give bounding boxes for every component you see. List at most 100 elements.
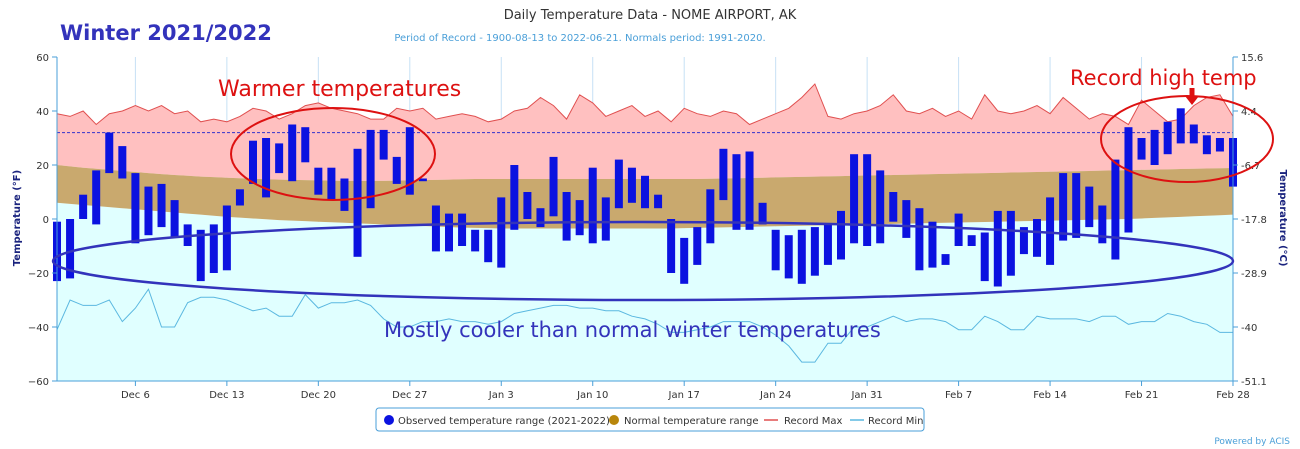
observed-bar [562,192,571,241]
observed-bar [1033,219,1041,257]
observed-bar [405,127,414,195]
observed-bar [209,224,218,273]
observed-bar [1019,227,1028,255]
observed-bar [392,156,401,184]
observed-bar [66,219,75,279]
legend-record-max-label: Record Max [784,416,842,427]
y-tick-label-left: 0 [43,215,49,226]
observed-bar [1189,124,1198,144]
observed-bar [484,229,493,263]
observed-bar [79,194,88,219]
x-tick-label: Feb 28 [1216,390,1250,401]
x-tick-label: Jan 31 [850,390,882,401]
winter-label: Winter 2021/2022 [60,21,272,45]
observed-bar [758,202,767,225]
y-axis-label-right: Temperature (°C) [1277,170,1288,267]
observed-bar [575,200,584,236]
y-tick-label-left: −60 [28,377,49,388]
legend-observed-label: Observed temperature range (2021-2022) [398,416,610,427]
observed-bar [497,197,506,268]
cooler-annotation: Mostly cooler than normal winter tempera… [384,318,881,342]
x-tick-label: Jan 10 [576,390,608,401]
x-tick-label: Dec 20 [301,390,336,401]
observed-bar [1137,138,1146,160]
observed-bar [196,229,205,282]
observed-bar [92,170,101,225]
observed-bar [667,219,676,273]
observed-bar [249,140,257,184]
warmer-highlight-ellipse [230,107,436,201]
observed-bar [471,229,480,252]
observed-bar [301,127,310,163]
observed-bar [1085,186,1094,228]
observed-bar [144,186,153,236]
observed-bar [458,213,467,246]
observed-bar [915,208,924,271]
x-tick-label: Dec 13 [209,390,244,401]
record-max-line [56,83,1234,126]
credit-text: Powered by ACIS [1214,437,1290,447]
below-normal-band [57,202,1233,363]
observed-bar [745,151,754,230]
observed-bar [431,205,440,252]
y-tick-label-left: −20 [28,269,49,280]
observed-bar [536,208,545,228]
observed-bar [876,170,885,244]
observed-bar [222,205,231,271]
observed-bar [1176,108,1185,144]
observed-bar [627,167,636,203]
observed-bar [379,129,388,160]
y-tick-label-left: −40 [28,323,49,334]
observed-bar [732,154,741,230]
observed-bar [1098,205,1107,244]
observed-bar [1163,121,1172,155]
observed-bar [1202,135,1211,155]
chart-title: Daily Temperature Data - NOME AIRPORT, A… [504,8,797,23]
y-tick-label-right: 15.6 [1241,53,1263,64]
legend-observed-marker [384,415,394,425]
observed-bar [1215,138,1224,152]
plot-area: 60 15.6 40 4.4 20 -6.7 0 -17.8 −20 -28.9 −40 -40 −60… [28,53,1267,401]
cooler-highlight-ellipse [51,220,1235,302]
observed-bar [941,254,950,265]
record-high-annotation: Record high temp [1070,66,1257,90]
y-tick-label-right: -28.9 [1241,269,1267,280]
x-tick-label: Dec 6 [121,390,150,401]
observed-bar [510,165,519,230]
legend-normal-label: Normal temperature range [624,416,758,427]
observed-bar [823,224,832,265]
observed-bar [654,194,663,209]
observed-bar [784,235,793,279]
observed-bar [810,227,819,276]
observed-bar [549,156,558,217]
x-tick-label: Jan 24 [759,390,791,401]
warmer-annotation: Warmer temperatures [218,77,461,102]
observed-bar [118,146,127,179]
observed-bar [353,148,362,257]
observed-bar [614,159,623,209]
observed-bar [366,129,375,209]
observed-bar [980,232,989,282]
observed-bar [967,235,976,246]
x-tick-label: Dec 27 [392,390,427,401]
x-tick-label: Feb 14 [1033,390,1067,401]
y-tick-label-left: 20 [36,161,49,172]
x-tick-label: Feb 7 [945,390,972,401]
y-tick-label-right: -51.1 [1241,377,1267,388]
observed-bar [693,227,702,265]
observed-bar [105,132,114,174]
observed-bar [1124,127,1133,233]
x-tick-label: Jan 3 [488,390,514,401]
observed-bar [131,173,140,244]
observed-bar [641,175,649,209]
observed-bar [157,183,166,228]
observed-bar [1150,129,1159,165]
observed-bar [1072,173,1081,238]
observed-bar [680,237,689,284]
observed-bar [235,189,244,206]
chart-subtitle: Period of Record - 1900-08-13 to 2022-06… [394,33,765,44]
legend-normal-marker [609,415,619,425]
record-min-line [56,288,1233,363]
observed-bar [850,154,859,244]
